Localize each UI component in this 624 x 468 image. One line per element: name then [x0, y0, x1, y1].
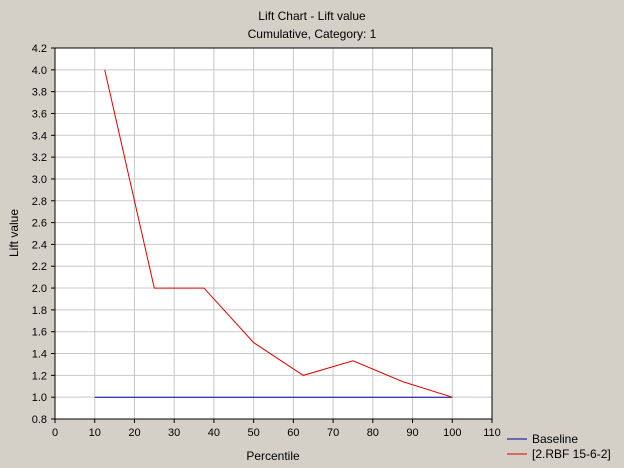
y-tick-label: 3.0: [32, 174, 47, 186]
y-tick-label: 3.8: [32, 87, 47, 99]
x-tick-label: 110: [483, 427, 501, 439]
chart-title: Lift Chart - Lift value: [258, 9, 366, 23]
axis-ticks: 0 10 20 30 40 50 60 70 80 90 100 110 0.8 1.0 1.2 1.4 1.6…: [32, 43, 501, 439]
y-tick-label: 2.0: [32, 283, 47, 295]
x-tick-label: 40: [208, 427, 220, 439]
plot-frame: [54, 47, 493, 420]
y-tick-label: 4.2: [32, 43, 47, 55]
x-tick-label: 80: [367, 427, 379, 439]
x-tick-label: 70: [327, 427, 339, 439]
y-tick-label: 1.2: [32, 370, 47, 382]
x-tick-label: 50: [248, 427, 260, 439]
y-axis-title: Lift value: [7, 209, 21, 257]
y-tick-label: 1.6: [32, 327, 47, 339]
x-axis-title: Percentile: [246, 449, 300, 463]
legend: Baseline[2.RBF 15-6-2]: [507, 432, 611, 461]
y-tick-label: 2.6: [32, 218, 47, 230]
y-tick-label: 3.2: [32, 152, 47, 164]
x-tick-label: 100: [443, 427, 461, 439]
legend-label-1: Baseline: [532, 432, 578, 446]
x-tick-label: 10: [89, 427, 101, 439]
plot-area: [55, 48, 492, 419]
y-tick-label: 2.8: [32, 196, 47, 208]
legend-label-2: [2.RBF 15-6-2]: [532, 447, 611, 461]
y-tick-label: 3.4: [32, 130, 47, 142]
y-tick-label: 3.6: [32, 108, 47, 120]
series-layer: [94, 69, 453, 398]
y-tick-label: 2.2: [32, 261, 47, 273]
y-tick-label: 1.0: [32, 392, 47, 404]
y-tick-label: 0.8: [32, 414, 47, 426]
y-tick-label: 4.0: [32, 65, 47, 77]
x-tick-label: 20: [128, 427, 140, 439]
chart-subtitle: Cumulative, Category: 1: [248, 27, 377, 41]
y-tick-label: 1.4: [32, 349, 47, 361]
x-tick-label: 30: [168, 427, 180, 439]
x-tick-label: 0: [52, 427, 58, 439]
x-tick-label: 60: [287, 427, 299, 439]
x-tick-label: 90: [406, 427, 418, 439]
y-tick-label: 2.4: [32, 239, 47, 251]
y-tick-label: 1.8: [32, 305, 47, 317]
series-line-2: [104, 69, 453, 398]
